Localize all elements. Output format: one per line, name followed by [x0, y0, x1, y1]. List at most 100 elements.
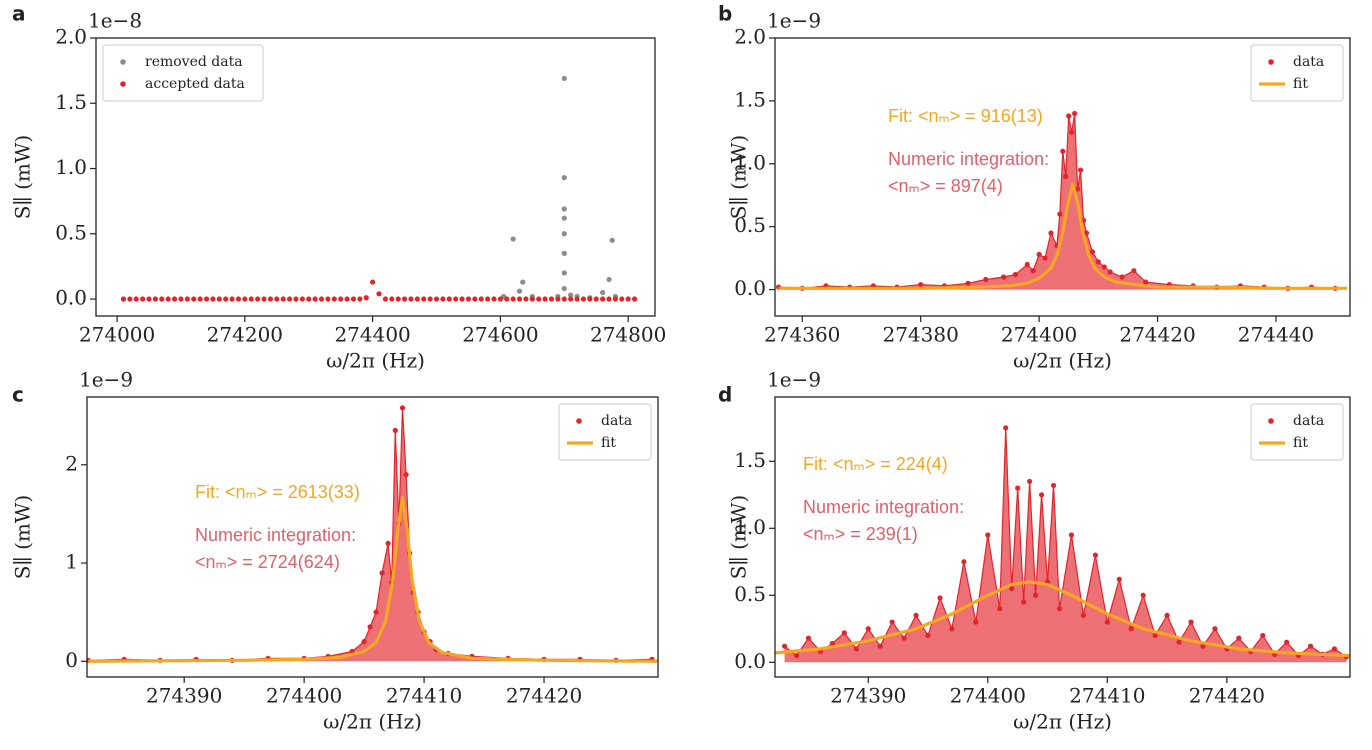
data-point: [961, 559, 967, 565]
x-tick-label: 274800: [590, 323, 666, 347]
data-point: [1072, 110, 1078, 117]
data-point: [395, 296, 401, 302]
data-point: [1095, 259, 1101, 265]
legend-marker: [576, 418, 582, 424]
data-point: [949, 626, 955, 632]
data-point: [235, 296, 242, 302]
data-point: [497, 296, 503, 302]
data-point: [440, 296, 446, 302]
area-fill: [784, 427, 1347, 663]
data-point: [612, 296, 618, 302]
data-point: [267, 296, 274, 302]
data-point: [274, 296, 280, 302]
offset-text: 1e−9: [767, 9, 821, 33]
data-point: [427, 296, 433, 302]
panel-label: d: [718, 383, 732, 407]
data-point: [385, 540, 391, 546]
data-point: [1003, 425, 1009, 431]
y-tick-label: 0.5: [734, 213, 766, 237]
data-point: [197, 296, 203, 302]
data-point: [561, 250, 567, 256]
x-axis-label: ω/2π (Hz): [323, 710, 422, 734]
y-tick-label: 1.5: [55, 90, 87, 114]
data-point: [299, 296, 305, 302]
data-point: [1057, 211, 1063, 217]
data-point: [1048, 230, 1054, 236]
y-axis-label: S∥ (mW): [727, 135, 751, 219]
y-tick-label: 0.5: [55, 220, 87, 244]
data-point: [593, 296, 599, 302]
annotation: Numeric integration:: [195, 525, 356, 545]
axes-frame: [95, 37, 656, 317]
data-point: [248, 296, 254, 302]
data-point: [1021, 599, 1027, 605]
data-point: [619, 296, 625, 302]
data-point: [853, 646, 859, 652]
data-point: [280, 296, 286, 302]
data-point: [580, 296, 587, 302]
data-point: [401, 296, 408, 302]
legend-marker: [1268, 418, 1274, 424]
data-point: [403, 472, 409, 478]
data-point: [1050, 482, 1057, 489]
data-point: [361, 639, 367, 645]
data-point: [133, 296, 139, 302]
data-point: [1176, 639, 1182, 645]
data-point: [421, 296, 427, 302]
annotation: Fit: <nₘ> = 224(4): [803, 454, 948, 474]
legend-box: [102, 44, 264, 102]
y-axis-label: S∥ (mW): [11, 135, 35, 219]
data-point: [561, 231, 567, 237]
data-point: [286, 296, 293, 302]
data-point: [1107, 269, 1113, 275]
data-point: [255, 296, 261, 302]
legend: data fit: [1250, 44, 1344, 102]
data-point: [379, 570, 385, 576]
legend-marker: [120, 81, 126, 87]
data-point: [472, 296, 478, 302]
offset-text: 1e−8: [88, 9, 142, 33]
legend-label: fit: [1293, 435, 1308, 451]
data-point: [937, 595, 943, 601]
x-tick-label: 274420: [1119, 323, 1195, 347]
data-point: [631, 296, 638, 302]
data-point: [536, 296, 542, 302]
annotation: Numeric integration:: [888, 149, 1049, 169]
data-point: [561, 215, 567, 221]
data-point: [609, 237, 615, 243]
data-point: [491, 296, 497, 302]
data-point: [561, 285, 567, 292]
fit-line: [775, 580, 1350, 658]
y-tick-label: 1.0: [55, 155, 87, 179]
y-tick-label: 0.0: [734, 649, 766, 673]
data-point: [516, 296, 523, 302]
data-point: [357, 296, 363, 302]
data-point: [901, 635, 907, 641]
data-point: [1075, 186, 1081, 192]
data-point: [973, 619, 979, 625]
data-point: [1164, 612, 1170, 618]
data-point: [373, 609, 379, 615]
data-point: [1080, 612, 1087, 618]
legend-label: removed data: [145, 54, 243, 70]
y-tick-label: 2.0: [734, 25, 766, 49]
data-point: [1200, 643, 1206, 649]
y-tick-label: 2: [65, 451, 78, 475]
data-point: [306, 296, 312, 302]
panel-label: b: [718, 2, 732, 26]
data-point: [1128, 626, 1134, 632]
x-tick-label: 274000: [79, 323, 155, 347]
data-point: [140, 296, 146, 302]
data-point: [985, 532, 991, 538]
legend-label: accepted data: [145, 76, 245, 92]
data-point: [1260, 632, 1266, 639]
y-axis-label: S∥ (mW): [11, 495, 35, 579]
data-point: [433, 296, 440, 302]
x-tick-label: 274400: [1001, 323, 1077, 347]
legend: data fit: [1250, 403, 1344, 461]
data-point: [600, 289, 606, 296]
data-point: [363, 295, 369, 301]
data-point: [446, 296, 452, 302]
data-point: [600, 296, 606, 302]
legend-marker: [1268, 59, 1274, 65]
